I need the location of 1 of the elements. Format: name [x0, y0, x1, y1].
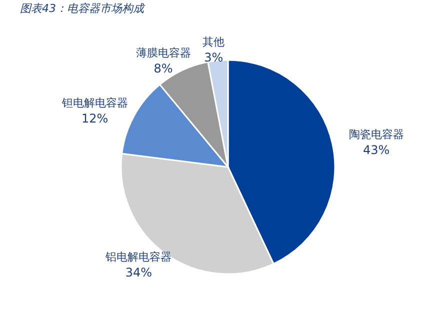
chart-title: 图表43：电容器市场构成: [20, 2, 146, 15]
